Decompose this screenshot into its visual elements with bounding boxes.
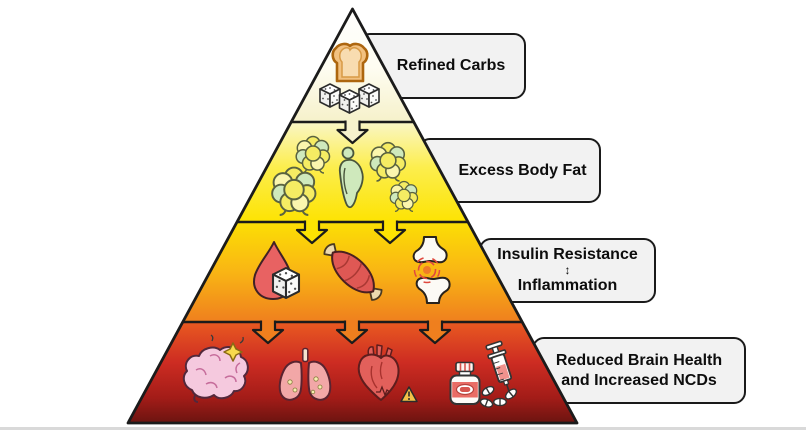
flow-arrow-icon: [336, 119, 369, 145]
fat-cell-cluster-icon: [271, 166, 317, 216]
tier-band-ncds: [128, 322, 577, 423]
warning-triangle-icon: [400, 386, 418, 403]
muscle-icon: [323, 243, 383, 301]
fat-cell-cluster-icon: [295, 135, 331, 174]
callout-ncds-line1: Reduced Brain Health: [555, 351, 723, 369]
flow-arrow-icon: [373, 219, 407, 245]
overweight-person-icon: [338, 146, 364, 209]
blood-drop-sugar-icon: [253, 241, 301, 300]
fat-cell-cluster-icon: [389, 180, 419, 213]
pain-star-icon: [223, 342, 243, 362]
medications-icon: [449, 340, 518, 408]
flow-arrow-icon: [251, 319, 285, 345]
heart-icon: [357, 344, 418, 403]
fat-cell-clusters: [271, 135, 419, 216]
callout-reduced-brain-health-ncds: Reduced Brain Health and Increased NCDs: [532, 337, 746, 404]
callout-insulin-resistance-inflammation: Insulin Resistance ↕ Inflammation: [479, 238, 656, 303]
syringe-icon: [485, 340, 513, 398]
brain-icon: [182, 334, 249, 403]
figure-bottom-rule: [0, 427, 806, 430]
inflamed-joint-icon: [412, 236, 451, 304]
callout-excess-body-fat: Excess Body Fat: [418, 138, 601, 203]
lungs-icon: [278, 347, 332, 401]
callout-refined-carbs: Refined Carbs: [358, 33, 526, 99]
up-down-arrow-icon: ↕: [564, 262, 571, 277]
flow-arrow-icon: [335, 319, 369, 345]
fat-cell-cluster-icon: [369, 141, 407, 182]
medicine-bottle-icon: [449, 361, 481, 405]
flow-arrow-icon: [418, 319, 452, 345]
callout-inflammation-label: Inflammation: [517, 277, 618, 295]
pills-icon: [479, 385, 518, 408]
callout-ncds-line2: and Increased NCDs: [561, 371, 717, 389]
callout-refined-carbs-label: Refined Carbs: [396, 57, 506, 75]
callout-insulin-resistance-label: Insulin Resistance: [497, 246, 638, 264]
flow-arrow-icon: [295, 219, 329, 245]
callout-excess-body-fat-label: Excess Body Fat: [458, 161, 587, 179]
